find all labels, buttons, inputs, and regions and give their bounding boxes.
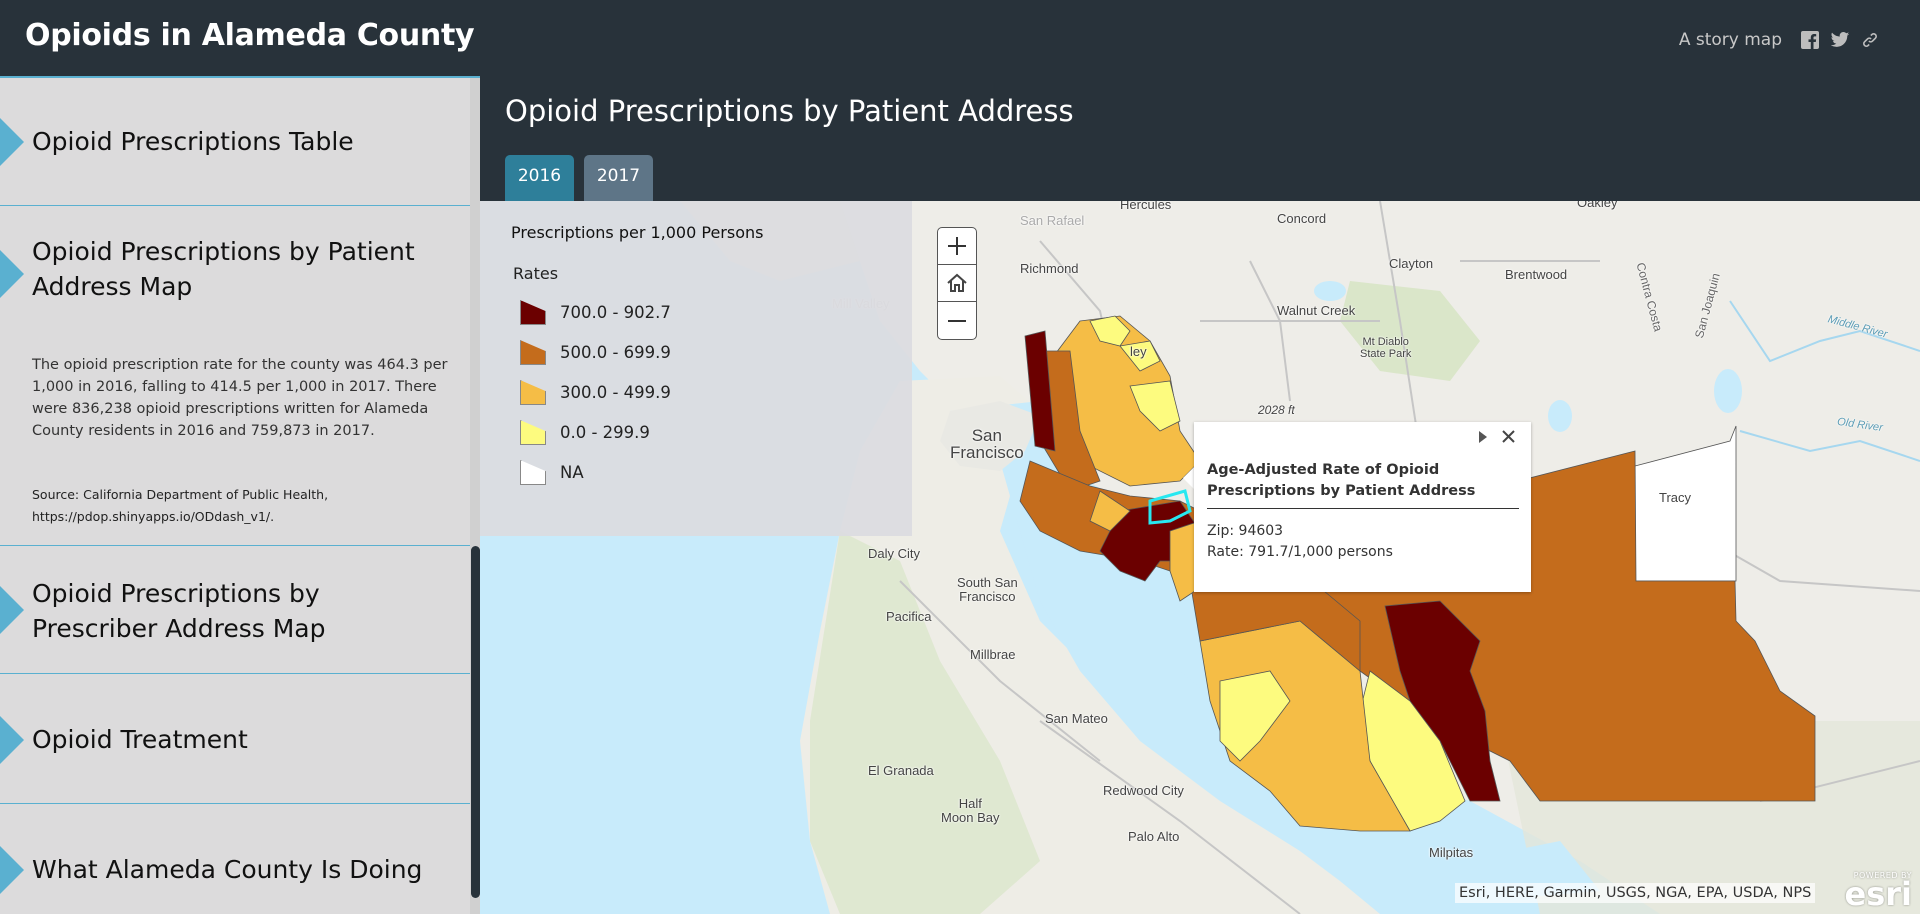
legend-swatch (520, 460, 546, 485)
legend-swatch (520, 340, 546, 365)
sidebar-section-prescriber-address-map[interactable]: Opioid Prescriptions by Prescriber Addre… (0, 546, 480, 674)
section-arrow-icon (0, 716, 24, 764)
sidebar-section-opioid-treatment[interactable]: Opioid Treatment (0, 674, 480, 804)
legend-item: 300.0 - 499.9 (520, 380, 671, 405)
map-legend: Prescriptions per 1,000 Persons Rates 70… (480, 201, 912, 536)
section-title: Opioid Treatment (32, 725, 248, 754)
year-tabs: 2016 2017 (505, 155, 653, 201)
zoom-out-button[interactable] (938, 302, 976, 339)
home-icon (947, 273, 967, 292)
popup-rate: Rate: 791.7/1,000 persons (1207, 544, 1393, 560)
app-header: Opioids in Alameda County A story map (0, 0, 1920, 76)
map-label: San Francisco (950, 426, 1024, 462)
facebook-icon[interactable] (1800, 30, 1820, 50)
map-label: Tracy (1659, 490, 1692, 505)
section-title: What Alameda County Is Doing (32, 855, 423, 884)
story-map-tagline: A story map (1678, 30, 1782, 50)
map-label: Redwood City (1103, 783, 1184, 798)
esri-logo[interactable]: POWERED BY esri (1844, 871, 1913, 913)
popup-zip: Zip: 94603 (1207, 523, 1284, 539)
popup-body: Zip: 94603 Rate: 791.7/1,000 persons (1207, 521, 1393, 563)
map-label: Oakley (1577, 201, 1618, 210)
link-icon[interactable] (1860, 30, 1880, 50)
app-title: Opioids in Alameda County (25, 18, 475, 53)
map-label: Concord (1277, 211, 1327, 226)
feature-popup: Age-Adjusted Rate of Opioid Prescription… (1194, 422, 1531, 592)
section-source: Source: California Department of Public … (32, 484, 452, 528)
home-button[interactable] (938, 265, 976, 302)
popup-close-icon[interactable] (1502, 430, 1515, 443)
legend-title: Prescriptions per 1,000 Persons (511, 223, 764, 242)
source-url[interactable]: https://pdop.shinyapps.io/ODdash_v1/. (32, 509, 275, 524)
map-label: Palo Alto (1128, 829, 1180, 844)
map-label: San Mateo (1045, 711, 1108, 726)
map-label: Brentwood (1505, 267, 1568, 282)
section-arrow-icon (0, 250, 24, 298)
legend-item: 500.0 - 699.9 (520, 340, 671, 365)
section-title: Opioid Prescriptions by Prescriber Addre… (32, 579, 326, 643)
map-label: El Granada (868, 763, 934, 778)
section-arrow-icon (0, 846, 24, 894)
legend-swatch (520, 300, 546, 325)
header-actions: A story map (1679, 30, 1880, 50)
map-label: Daly City (868, 546, 921, 561)
map-label: Walnut Creek (1277, 303, 1356, 318)
map-view[interactable]: Hercules San Rafael Mill Valley Richmond… (480, 201, 1920, 914)
minus-icon (948, 319, 966, 322)
main-header: Opioid Prescriptions by Patient Address … (480, 76, 1920, 201)
map-label: ley (1130, 344, 1147, 359)
section-title: Opioid Prescriptions by Patient Address … (32, 237, 415, 301)
popup-controls (1478, 430, 1515, 443)
legend-item: 700.0 - 902.7 (520, 300, 671, 325)
map-label: South San Francisco (957, 575, 1018, 604)
story-sidebar: Opioid Prescriptions Table Opioid Prescr… (0, 76, 480, 914)
section-arrow-icon (0, 118, 24, 166)
section-body-text: The opioid prescription rate for the cou… (32, 357, 448, 439)
page-title: Opioid Prescriptions by Patient Address (505, 94, 1074, 128)
map-attribution: Esri, HERE, Garmin, USGS, NGA, EPA, USDA… (1455, 883, 1816, 903)
legend-item: NA (520, 460, 584, 485)
map-label: 2028 ft (1258, 403, 1295, 417)
map-zoom-controls (937, 227, 977, 340)
legend-field-label: Rates (513, 264, 559, 283)
popup-next-icon[interactable] (1478, 430, 1488, 443)
popup-title: Age-Adjusted Rate of Opioid Prescription… (1207, 460, 1519, 509)
legend-swatch (520, 380, 546, 405)
map-label: Pacifica (886, 609, 932, 624)
map-label: Clayton (1389, 256, 1434, 271)
popup-pointer (1183, 467, 1194, 489)
legend-swatch (520, 420, 546, 445)
map-label: Richmond (1020, 261, 1079, 276)
sidebar-scrollbar-track[interactable] (470, 78, 480, 914)
map-label: Half Moon Bay (941, 796, 1000, 825)
source-line: Source: California Department of Public … (32, 487, 329, 502)
sidebar-section-patient-address-map[interactable]: Opioid Prescriptions by Patient Address … (0, 206, 480, 546)
zoom-in-button[interactable] (938, 228, 976, 265)
map-label: San Rafael (1020, 213, 1085, 228)
tab-2017[interactable]: 2017 (584, 155, 653, 201)
tab-2016[interactable]: 2016 (505, 155, 574, 201)
map-label: Milpitas (1429, 845, 1474, 860)
sidebar-scrollbar-thumb[interactable] (471, 546, 480, 898)
map-label: Millbrae (970, 647, 1016, 662)
section-arrow-icon (0, 586, 24, 634)
sidebar-section-county-doing[interactable]: What Alameda County Is Doing (0, 804, 480, 914)
plus-icon (948, 237, 966, 255)
map-label: Hercules (1120, 201, 1172, 212)
legend-item: 0.0 - 299.9 (520, 420, 650, 445)
section-title: Opioid Prescriptions Table (32, 127, 354, 156)
sidebar-section-prescriptions-table[interactable]: Opioid Prescriptions Table (0, 78, 480, 206)
map-label: Mt Diablo State Park (1360, 336, 1412, 360)
twitter-icon[interactable] (1830, 30, 1850, 50)
